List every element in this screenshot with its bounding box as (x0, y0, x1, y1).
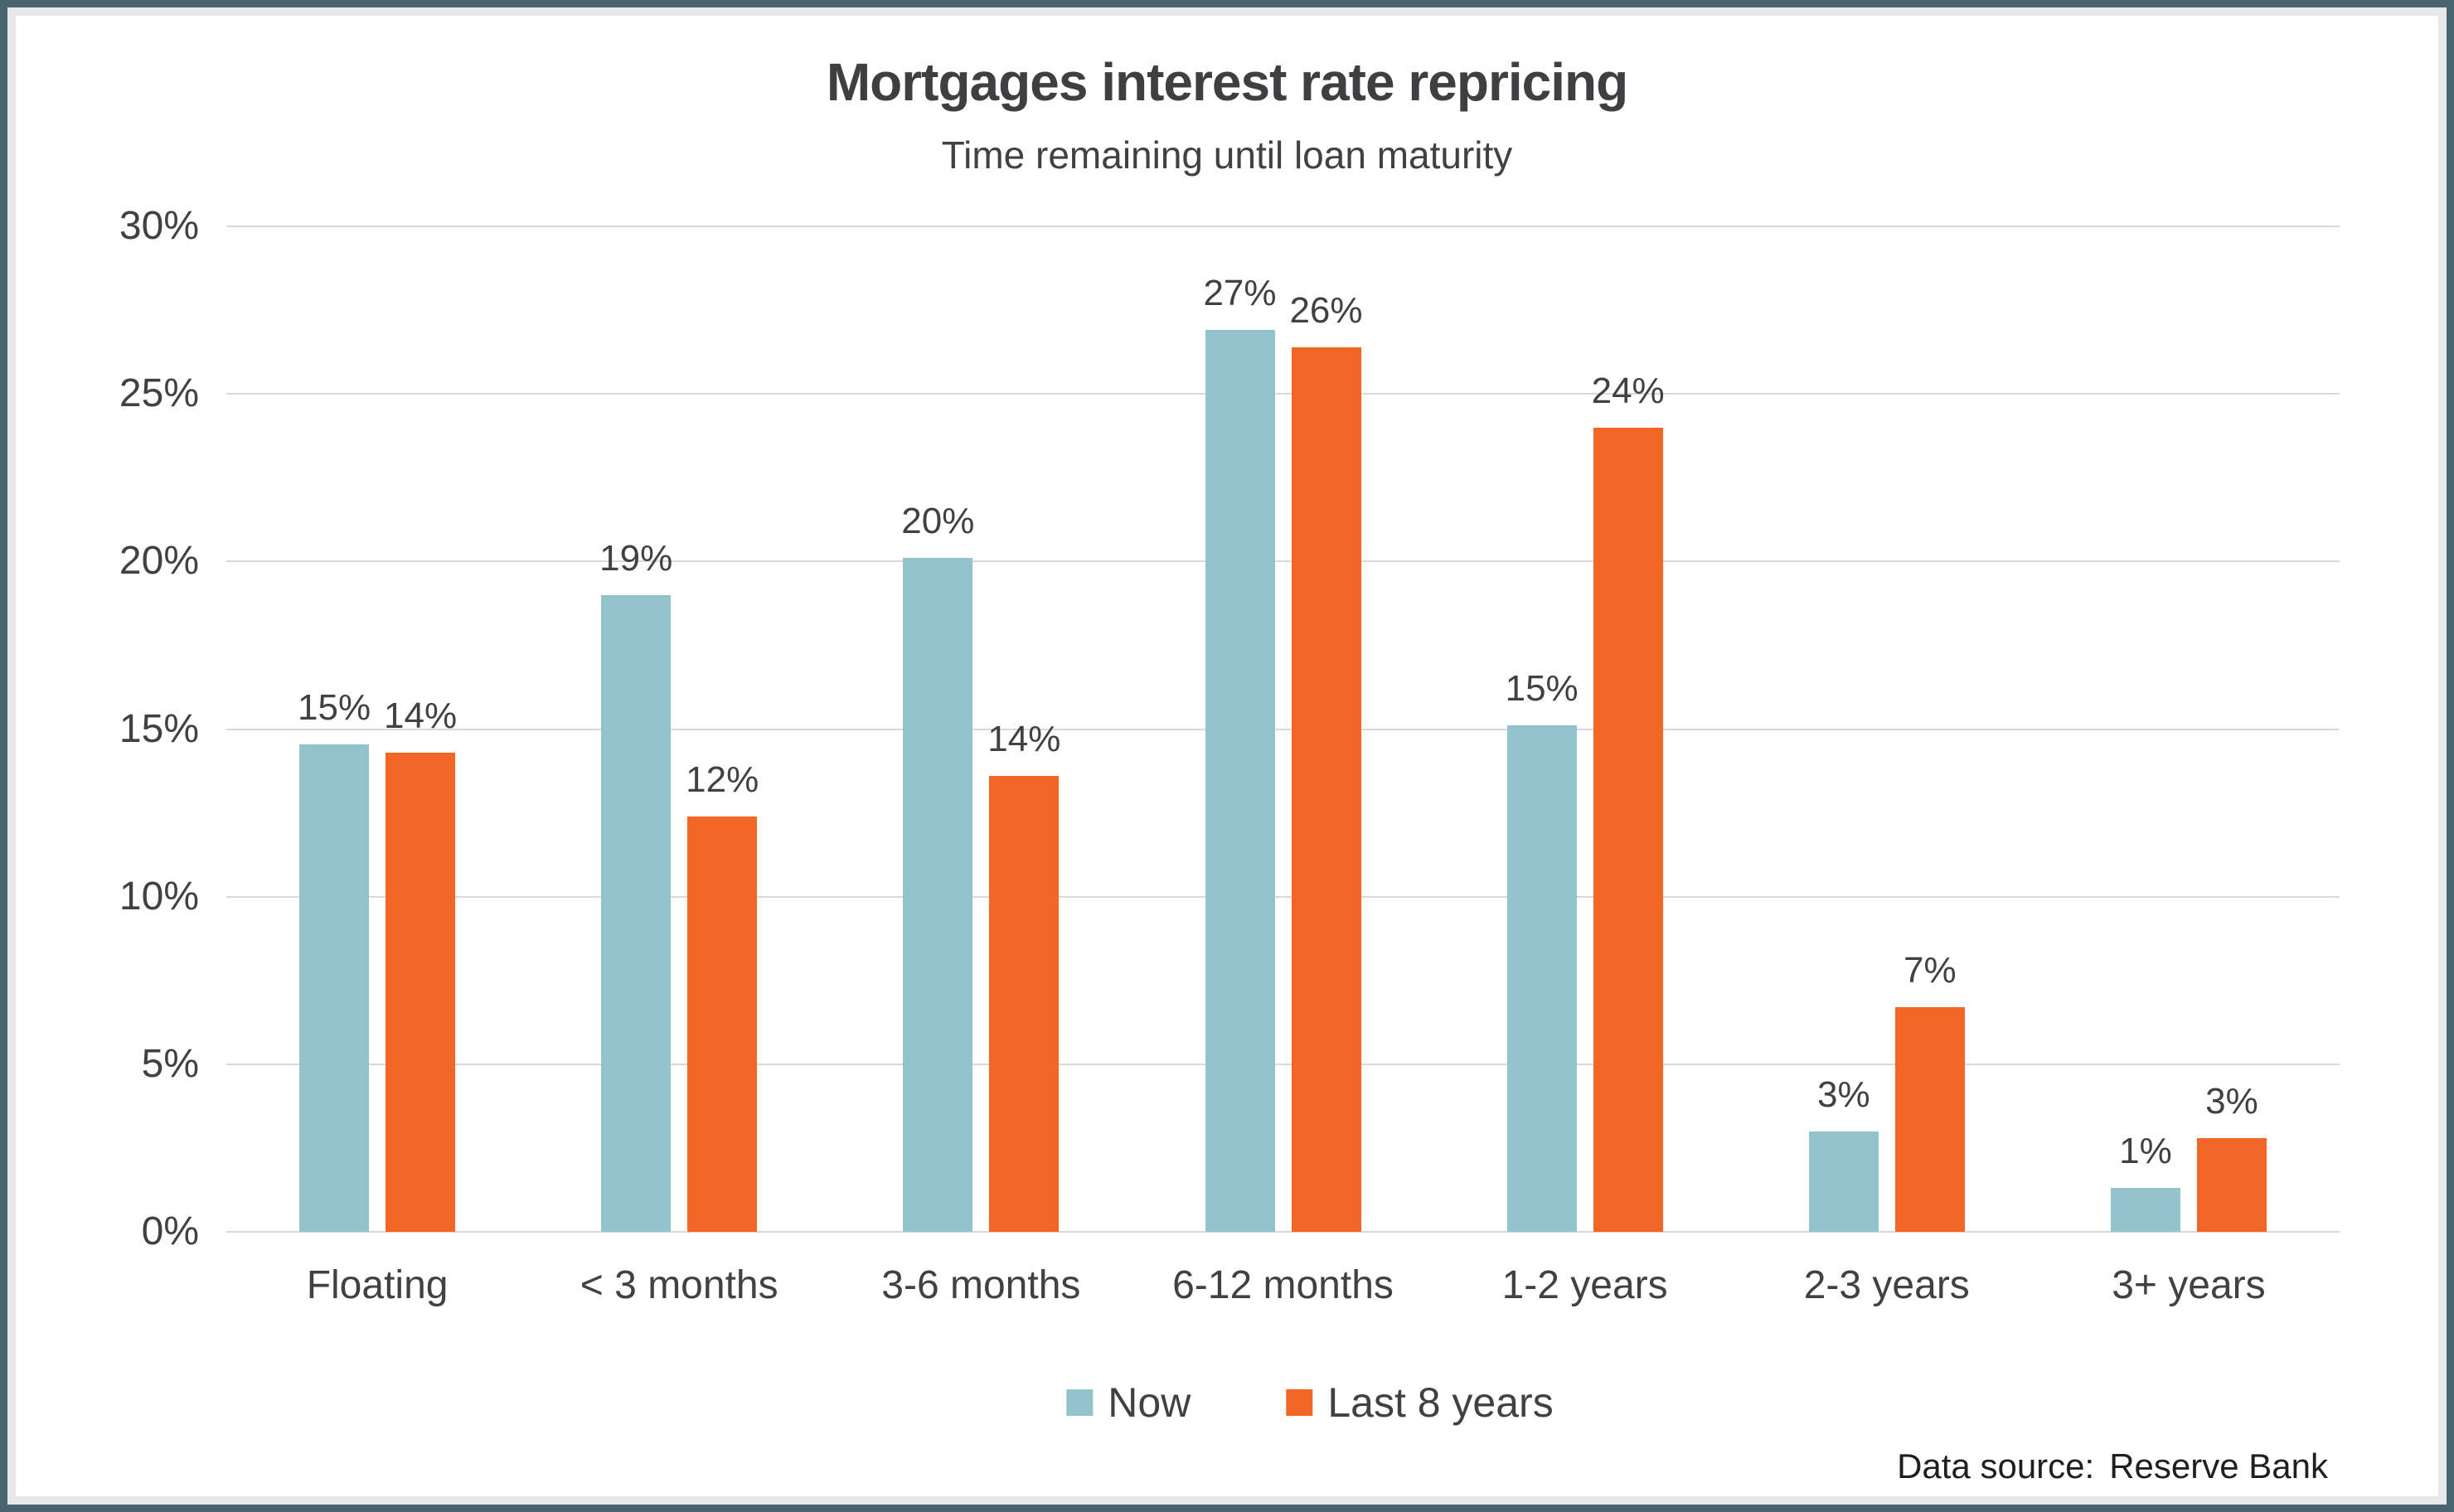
bar-last8-5 (1593, 427, 1663, 1232)
bar-value-label: 15% (1505, 668, 1579, 710)
bar-value-label: 12% (686, 758, 759, 800)
legend-label-now: Now (1108, 1379, 1191, 1426)
plot-area: 15% 14% 19% 12% 20% 14% 27% 26% 15% 24% 3% 7% 1% 3% (226, 225, 2340, 1233)
legend-label-last-8-years: Last 8 years (1327, 1379, 1554, 1426)
y-axis-tick-label: 25% (119, 371, 199, 416)
legend-item-last-8-years: Last 8 years (1286, 1379, 1554, 1426)
x-axis-category-label: 2-3 years (1803, 1263, 1970, 1307)
bar-value-label: 14% (987, 719, 1061, 760)
bar-value-label: 20% (901, 501, 975, 542)
bar-last8-2 (687, 816, 758, 1232)
bar-now-1 (299, 744, 370, 1232)
y-axis-tick-label: 15% (119, 706, 199, 751)
bar-last8-1 (386, 752, 456, 1232)
bar-now-3 (903, 558, 973, 1232)
data-source-label: Data source: (1897, 1447, 2095, 1485)
bar-value-label: 24% (1591, 370, 1665, 411)
y-axis: 30% 25% 20% 15% 10% 5% 0% (0, 206, 199, 1252)
y-axis-tick-label: 10% (119, 874, 199, 918)
gridline (226, 225, 2340, 227)
bar-value-label: 3% (2205, 1080, 2258, 1122)
bar-value-label: 7% (1903, 950, 1957, 991)
y-axis-tick-label: 0% (141, 1209, 199, 1253)
gridline (226, 393, 2340, 395)
bar-last8-3 (989, 776, 1060, 1232)
x-axis-category-label: 3+ years (2112, 1263, 2266, 1307)
bar-value-label: 26% (1289, 289, 1363, 331)
bar-last8-7 (2196, 1137, 2267, 1232)
x-axis-category-label: 1-2 years (1501, 1263, 1668, 1307)
bar-now-2 (601, 594, 672, 1232)
gridline (226, 1231, 2340, 1233)
y-axis-tick-label: 30% (119, 204, 199, 248)
bar-value-label: 15% (298, 686, 371, 728)
legend: Now Last 8 years (1066, 1378, 1554, 1427)
bar-value-label: 19% (599, 537, 673, 579)
bar-last8-6 (1894, 1007, 1965, 1232)
bar-value-label: 27% (1203, 273, 1277, 314)
bar-now-6 (1808, 1131, 1879, 1232)
legend-swatch-last-8-years-icon (1286, 1389, 1313, 1416)
x-axis: Floating < 3 months 3-6 months 6-12 months 1… (226, 1262, 2340, 1320)
bar-value-label: 3% (1816, 1073, 1870, 1115)
x-axis-category-label: < 3 months (580, 1263, 778, 1307)
chart-subtitle: Time remaining until loan maturity (941, 133, 1513, 177)
x-axis-category-label: Floating (306, 1263, 449, 1307)
y-axis-tick-label: 5% (141, 1041, 199, 1086)
gridline (226, 1063, 2340, 1065)
gridline (226, 560, 2340, 563)
bar-last8-4 (1291, 346, 1361, 1232)
data-source: Data source: Reserve Bank (1897, 1449, 2328, 1484)
data-source-value: Reserve Bank (2109, 1447, 2328, 1485)
gridline (226, 895, 2340, 898)
x-axis-category-label: 3-6 months (881, 1263, 1081, 1307)
bar-now-5 (1506, 725, 1577, 1232)
bar-value-label: 14% (384, 695, 458, 736)
bar-now-4 (1205, 330, 1275, 1232)
legend-item-now: Now (1066, 1382, 1191, 1423)
chart-title: Mortgages interest rate repricing (826, 52, 1628, 112)
legend-swatch-now-icon (1066, 1389, 1094, 1416)
bar-now-7 (2110, 1188, 2180, 1232)
bar-value-label: 1% (2119, 1131, 2172, 1172)
x-axis-category-label: 6-12 months (1172, 1263, 1394, 1307)
y-axis-tick-label: 20% (119, 539, 199, 584)
gridline (226, 728, 2340, 730)
